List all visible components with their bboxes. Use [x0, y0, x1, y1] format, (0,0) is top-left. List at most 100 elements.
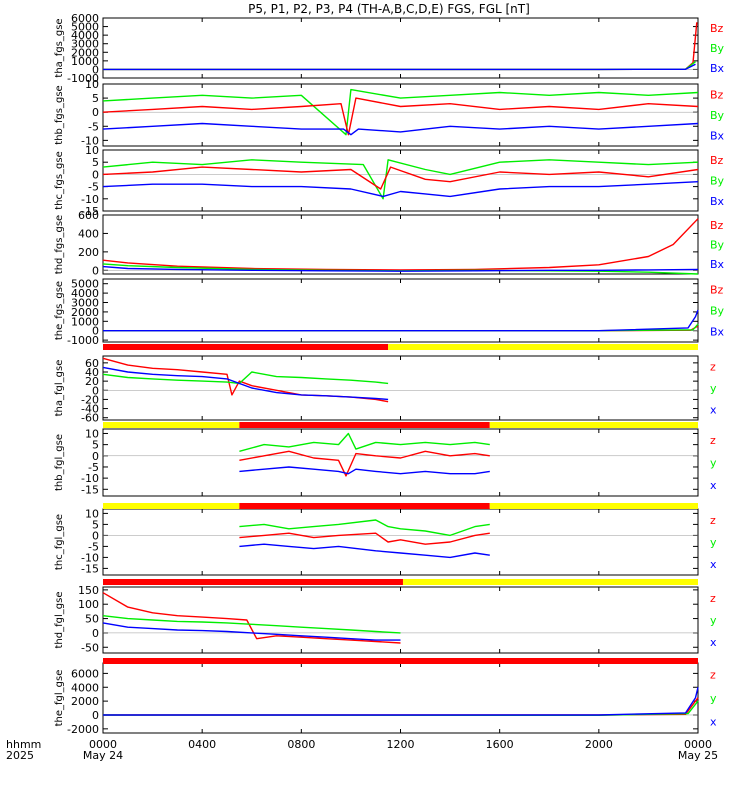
- mode-bar-segment: [388, 344, 698, 350]
- panel-frame: [102, 586, 699, 654]
- y-axis-label: thc_fgl_gse: [54, 514, 65, 570]
- mode-bar-segment: [489, 422, 698, 428]
- series-line-Bz: [102, 97, 699, 136]
- y-tick-label: 600: [78, 209, 99, 222]
- y-axis-label: thd_fgs_gse: [54, 215, 65, 274]
- panel-tha_fgs_gse: tha_fgs_gse 6000500040003000200010000-100…: [54, 12, 725, 85]
- mode-bar-segment: [103, 658, 698, 664]
- legend-entry: y: [710, 536, 717, 549]
- y-tick-label: 50: [85, 613, 99, 626]
- y-tick-label: 200: [78, 246, 99, 259]
- y-tick-label: 0: [92, 63, 99, 76]
- series-line-Bx: [103, 63, 696, 71]
- legend-entry: Bx: [710, 130, 725, 143]
- hhmm-label: hhmm: [6, 738, 41, 751]
- legend-entry: y: [710, 382, 717, 395]
- y-tick-label: 0: [92, 529, 99, 542]
- legend-entry: By: [710, 42, 725, 55]
- legend-entry: z: [710, 592, 716, 605]
- mode-bar-segment: [239, 422, 490, 428]
- panel-frame: [102, 214, 699, 275]
- panel-frame: [102, 428, 699, 497]
- y-tick-label: 10: [85, 78, 99, 91]
- y-tick-label: 10: [85, 427, 99, 440]
- y-tick-label: -2000: [67, 723, 99, 736]
- y-tick-label: 0: [92, 264, 99, 277]
- series-line-z: [102, 592, 401, 644]
- series-line-y: [102, 371, 389, 385]
- y-tick-label: -10: [81, 472, 99, 485]
- y-tick-label: -60: [81, 412, 99, 425]
- y-axis-label: thc_fgs_gse: [54, 151, 65, 210]
- mode-bar-segment: [103, 579, 403, 585]
- series-line-Bz: [102, 166, 699, 190]
- y-tick-label: 0: [92, 168, 99, 181]
- series-line-Bx: [102, 122, 699, 136]
- y-tick-label: -5: [88, 461, 99, 474]
- y-tick-label: -50: [81, 641, 99, 654]
- legend-entry: z: [710, 669, 716, 682]
- y-tick-label: -15: [81, 205, 99, 218]
- legend-entry: z: [710, 361, 716, 374]
- y-tick-label: 150: [78, 584, 99, 597]
- series-line-By: [102, 159, 699, 200]
- panel-frame: [102, 278, 699, 343]
- mode-bar-segment: [239, 503, 490, 509]
- panel-group: tha_fgs_gse 6000500040003000200010000-100…: [54, 12, 725, 736]
- y-tick-label: 0: [92, 450, 99, 463]
- legend-entry: Bz: [710, 22, 724, 35]
- legend-entry: By: [710, 239, 725, 252]
- y-tick-label: -5: [88, 540, 99, 553]
- legend-entry: z: [710, 514, 716, 527]
- mode-bar-segment: [489, 503, 698, 509]
- legend-entry: y: [710, 614, 717, 627]
- y-tick-label: 10: [85, 507, 99, 520]
- x-tick-label: 0000: [684, 738, 712, 751]
- y-tick-label: 0: [92, 627, 99, 640]
- y-axis-label: thb_fgl_gse: [54, 434, 65, 491]
- y-tick-label: 4000: [71, 681, 99, 694]
- legend-entry: Bz: [710, 154, 724, 167]
- series-line-x: [239, 466, 490, 475]
- legend-entry: Bx: [710, 195, 725, 208]
- y-tick-label: 5000: [71, 21, 99, 34]
- y-tick-label: 100: [78, 598, 99, 611]
- series-line-y: [102, 700, 699, 716]
- legend-entry: Bx: [710, 62, 725, 75]
- series-line-By: [102, 88, 699, 136]
- x-tick-label: 2000: [585, 738, 613, 751]
- y-axis-label: the_fgl_gse: [54, 670, 65, 727]
- series-line-y: [102, 615, 401, 634]
- y-tick-label: -5: [88, 120, 99, 133]
- legend-entry: x: [710, 403, 717, 416]
- panel-frame: [102, 355, 699, 421]
- y-tick-label: 60: [85, 357, 99, 370]
- series-line-z: [239, 450, 490, 477]
- series-line-z: [239, 532, 490, 545]
- legend-entry: x: [710, 715, 717, 728]
- panel-thd_fgs_gse: thd_fgs_gse 600 400 200 0 Bz By Bx: [54, 209, 725, 277]
- y-tick-label: 4000: [71, 287, 99, 300]
- series-line-y: [239, 432, 490, 452]
- y-tick-label: -15: [81, 483, 99, 496]
- series-line-y: [239, 519, 490, 537]
- legend-entry: x: [710, 479, 717, 492]
- y-tick-label: 6000: [71, 667, 99, 680]
- y-tick-label: 5: [92, 439, 99, 452]
- series-line-Bz: [102, 218, 699, 271]
- mode-bar-segment: [402, 579, 698, 585]
- y-tick-label: 5: [92, 518, 99, 531]
- y-tick-label: 5: [92, 156, 99, 169]
- panel-frame: [102, 149, 699, 212]
- y-tick-label: 4000: [71, 29, 99, 42]
- y-tick-label: 2000: [71, 306, 99, 319]
- time-axis-footer: hhmm 2025 0000 0400 0800 1200 1600 2000 0000Ma…: [6, 738, 718, 762]
- x-tick-label: 1600: [486, 738, 514, 751]
- mode-bar-segment: [103, 422, 240, 428]
- series-line-x: [102, 366, 389, 401]
